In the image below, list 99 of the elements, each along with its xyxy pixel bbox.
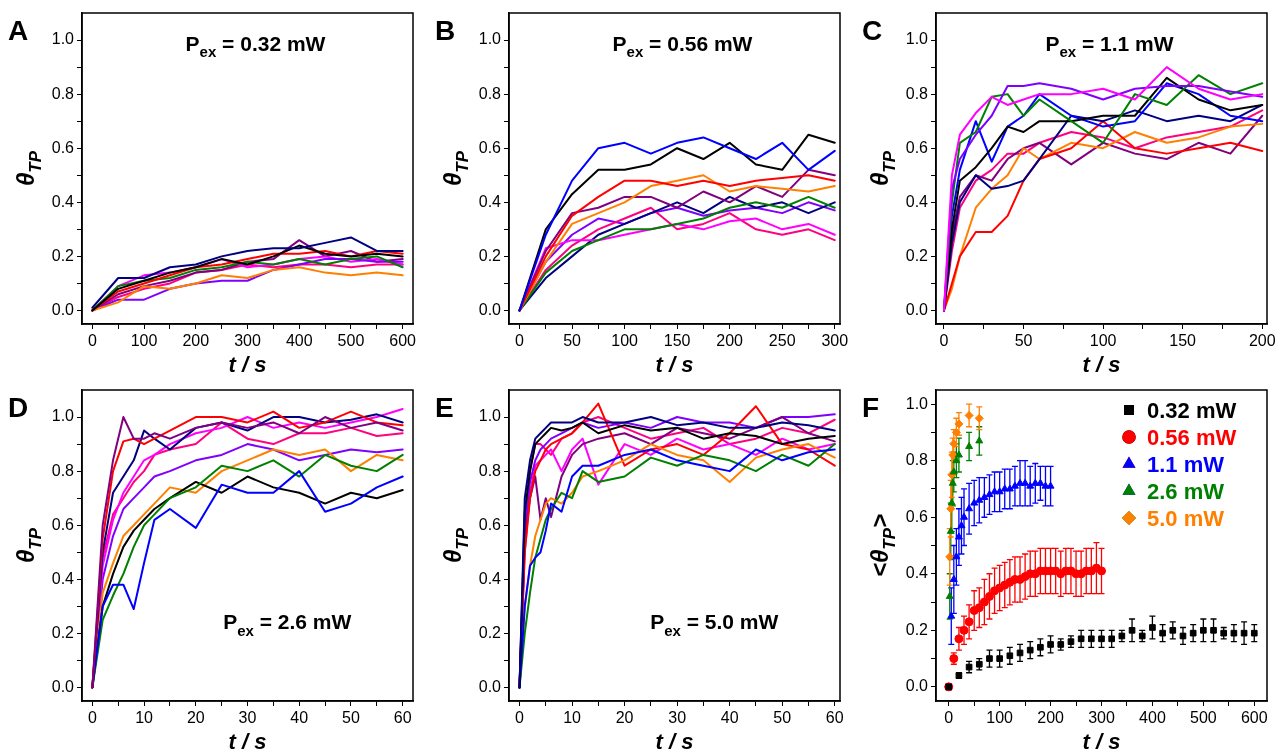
x-tick-label: 10 — [563, 709, 582, 727]
legend-label: 0.56 mW — [1147, 425, 1237, 450]
y-tick-label: 0.0 — [478, 300, 502, 318]
y-tick-label: 0.0 — [478, 677, 502, 695]
y-axis-title: θTP — [12, 527, 46, 564]
x-tick-label: 20 — [186, 709, 205, 727]
y-tick-label: 0.8 — [905, 451, 929, 469]
x-tick-label: 150 — [663, 332, 691, 350]
y-tick-label: 0.0 — [51, 677, 75, 695]
x-tick-label: 30 — [238, 709, 257, 727]
legend-label: 0.32 mW — [1147, 398, 1237, 423]
y-tick-label: 0.4 — [905, 192, 929, 210]
x-tick-label: 100 — [130, 332, 158, 350]
y-tick-label: 0.8 — [478, 84, 502, 102]
x-tick-label: 100 — [611, 332, 639, 350]
y-tick-label: 1.0 — [51, 30, 75, 48]
x-tick-label: 400 — [1139, 709, 1166, 727]
x-tick-label: 100 — [986, 709, 1014, 727]
x-tick-label: 200 — [1248, 332, 1276, 350]
x-tick-label: 500 — [337, 332, 365, 350]
y-axis-title: θTP — [866, 150, 900, 187]
x-tick-label: 500 — [1189, 709, 1217, 727]
chart-title: E — [435, 392, 454, 423]
y-tick-label: 0.6 — [478, 515, 502, 533]
y-tick-label: 1.0 — [478, 407, 502, 425]
y-axis-title: θTP — [439, 150, 473, 187]
legend-label: 2.6 mW — [1147, 479, 1225, 504]
chart-title: D — [8, 392, 29, 423]
y-tick-label: 0.6 — [51, 515, 75, 533]
x-tick-label: 250 — [768, 332, 796, 350]
y-tick-label: 0.8 — [478, 461, 502, 479]
y-tick-label: 0.2 — [905, 246, 929, 264]
x-tick-label: 50 — [563, 332, 582, 350]
y-tick-label: 0.2 — [905, 620, 929, 638]
y-tick-label: 0.2 — [478, 246, 502, 264]
y-tick-label: 1.0 — [905, 394, 929, 412]
y-tick-label: 0.8 — [51, 461, 75, 479]
y-axis-title: θTP — [12, 150, 46, 187]
chart-title: B — [435, 15, 456, 46]
y-tick-label: 0.8 — [51, 84, 75, 102]
legend-label: 5.0 mW — [1147, 506, 1225, 531]
x-tick-label: 60 — [825, 709, 844, 727]
x-tick-label: 10 — [135, 709, 154, 727]
x-tick-label: 300 — [234, 332, 261, 350]
x-tick-label: 200 — [1037, 709, 1065, 727]
y-tick-label: 1.0 — [478, 30, 502, 48]
x-tick-label: 20 — [615, 709, 634, 727]
y-tick-label: 1.0 — [51, 407, 75, 425]
x-axis-title: t / s — [228, 729, 267, 753]
x-tick-label: 0 — [87, 709, 97, 727]
y-tick-label: 0.8 — [905, 84, 929, 102]
x-tick-label: 60 — [393, 709, 412, 727]
chart-title: A — [8, 15, 29, 46]
x-axis-title: t / s — [1082, 352, 1121, 377]
x-axis-title: t / s — [655, 352, 694, 377]
x-tick-label: 0 — [515, 332, 525, 350]
x-tick-label: 50 — [1014, 332, 1033, 350]
x-tick-label: 0 — [87, 332, 97, 350]
x-axis-title: t / s — [1082, 729, 1121, 753]
x-tick-label: 30 — [668, 709, 687, 727]
y-tick-label: 0.0 — [51, 300, 75, 318]
y-tick-label: 0.2 — [478, 623, 502, 641]
chart-title: C — [862, 15, 883, 46]
x-tick-label: 40 — [720, 709, 739, 727]
y-tick-label: 0.4 — [478, 192, 502, 210]
y-tick-label: 0.6 — [51, 138, 75, 156]
y-tick-label: 0.4 — [905, 564, 929, 582]
y-tick-label: 0.4 — [478, 569, 502, 587]
y-axis-title: θTP — [439, 527, 473, 564]
x-tick-label: 0 — [515, 709, 525, 727]
x-axis-title: t / s — [228, 352, 267, 377]
x-tick-label: 600 — [1240, 709, 1268, 727]
y-tick-label: 0.2 — [51, 623, 75, 641]
x-tick-label: 600 — [389, 332, 417, 350]
x-axis-title: t / s — [655, 729, 694, 753]
chart-title: F — [862, 392, 880, 423]
x-tick-label: 150 — [1169, 332, 1197, 350]
y-tick-label: 0.0 — [905, 677, 929, 695]
x-tick-label: 50 — [773, 709, 792, 727]
legend-label: 1.1 mW — [1147, 452, 1225, 477]
y-tick-label: 0.4 — [51, 569, 75, 587]
x-tick-label: 200 — [716, 332, 744, 350]
x-tick-label: 200 — [182, 332, 210, 350]
y-tick-label: 0.6 — [905, 138, 929, 156]
x-tick-label: 300 — [1088, 709, 1115, 727]
y-tick-label: 0.6 — [905, 507, 929, 525]
x-tick-label: 400 — [285, 332, 313, 350]
x-tick-label: 0 — [939, 332, 949, 350]
x-tick-label: 50 — [342, 709, 360, 727]
x-tick-label: 0 — [944, 709, 954, 727]
x-tick-label: 40 — [290, 709, 309, 727]
y-tick-label: 0.0 — [905, 300, 929, 318]
y-tick-label: 0.2 — [51, 246, 75, 264]
x-tick-label: 100 — [1089, 332, 1117, 350]
y-tick-label: 1.0 — [905, 30, 929, 48]
y-axis-title: <θTP> — [866, 513, 900, 578]
y-tick-label: 0.4 — [51, 192, 75, 210]
x-tick-label: 300 — [821, 332, 849, 350]
y-tick-label: 0.6 — [478, 138, 502, 156]
